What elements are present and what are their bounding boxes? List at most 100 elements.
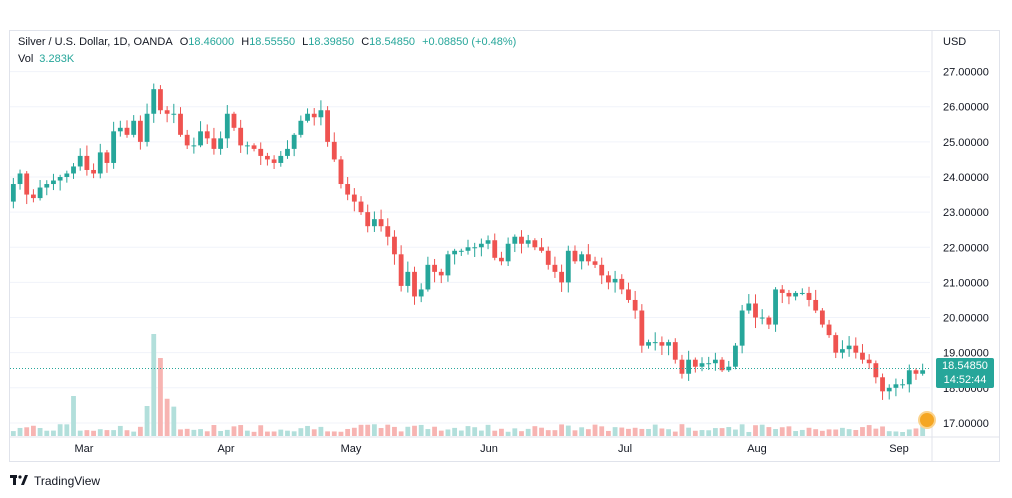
volume-bar <box>331 431 337 436</box>
tradingview-mark-icon <box>10 473 28 488</box>
candle-body <box>539 247 544 251</box>
last-price-tag: 18.54850 14:52:44 <box>936 358 994 388</box>
candle-body <box>813 299 819 311</box>
volume-legend: Vol 3.283K <box>18 53 74 65</box>
volume-bar <box>158 358 163 436</box>
volume-bar <box>819 430 825 436</box>
candle-body <box>505 243 511 262</box>
close-value: 18.54850 <box>369 36 416 48</box>
candle-body <box>452 250 458 255</box>
candle-body <box>853 345 859 353</box>
candle-body <box>585 254 591 262</box>
candle-body <box>97 152 103 174</box>
volume-bar <box>198 429 203 436</box>
candle-body <box>465 247 471 251</box>
volume-bar <box>104 430 110 436</box>
volume-bar <box>646 428 651 436</box>
volume-bar <box>37 428 43 436</box>
goto-realtime-button[interactable] <box>918 411 936 429</box>
candle-body <box>525 240 531 244</box>
month-tick-label: Sep <box>889 443 909 455</box>
candle-body <box>358 201 364 213</box>
volume-bar <box>71 396 76 436</box>
candle-body <box>726 366 732 371</box>
volume-bar <box>291 431 297 436</box>
candle-body <box>211 138 217 149</box>
volume-bar <box>552 430 558 436</box>
candle-body <box>445 254 451 276</box>
candle-body <box>739 310 745 346</box>
volume-bar <box>672 431 678 436</box>
candle-body <box>57 177 63 181</box>
candle-body <box>265 155 270 160</box>
volume-bar <box>472 427 478 436</box>
candle-body <box>104 152 110 163</box>
candle-body <box>44 184 50 188</box>
candle-body <box>171 113 177 115</box>
candle-body <box>164 110 170 114</box>
candle-body <box>285 148 290 156</box>
volume-bar <box>378 428 384 436</box>
candle-body <box>880 377 885 392</box>
candle-body <box>84 155 90 170</box>
candle-body <box>906 370 912 385</box>
candle-body <box>786 292 792 297</box>
candle-body <box>385 226 391 237</box>
candle-body <box>425 264 431 290</box>
candle-body <box>438 271 444 276</box>
volume-bar <box>84 430 90 436</box>
volume-bar <box>793 431 799 436</box>
last-price: 18.54850 <box>942 360 988 372</box>
volume-bar <box>57 424 63 436</box>
candle-body <box>499 257 504 262</box>
volume-bar <box>485 424 491 436</box>
candle-body <box>51 180 56 185</box>
candle-body <box>920 370 926 374</box>
chart-frame <box>9 30 1000 462</box>
volume-bar <box>385 424 391 436</box>
volume-bar <box>893 431 899 436</box>
volume-bar <box>833 429 839 436</box>
price-tick-label: 27.00000 <box>943 67 989 79</box>
volume-bar <box>759 424 765 436</box>
candle-body <box>251 145 257 149</box>
candle-body <box>866 359 872 364</box>
candle-body <box>886 387 892 392</box>
candle-body <box>860 352 865 360</box>
volume-bar <box>445 429 451 436</box>
open-label: O <box>179 36 189 48</box>
volume-label: Vol <box>18 53 34 65</box>
low-value: 18.39850 <box>308 36 355 48</box>
candle-body <box>291 134 297 149</box>
volume-bar <box>51 430 56 436</box>
candle-body <box>24 173 30 195</box>
candle-body <box>218 138 224 149</box>
volume-bar <box>392 426 397 436</box>
low-label: L <box>302 36 309 48</box>
volume-bar <box>733 429 738 436</box>
candle-body <box>351 194 357 202</box>
volume-bar <box>880 426 885 436</box>
candle-body <box>298 120 304 135</box>
candle-body <box>565 250 571 283</box>
candle-body <box>592 261 598 265</box>
volume-bar <box>311 429 317 436</box>
volume-bar <box>405 426 411 436</box>
volume-bar <box>131 431 137 436</box>
volume-bar <box>398 431 404 436</box>
candle-body <box>365 212 371 227</box>
volume-bar <box>826 429 832 436</box>
tradingview-logo[interactable]: TradingView <box>10 473 100 488</box>
volume-bar <box>499 428 504 436</box>
price-tick-label: 20.00000 <box>943 313 989 325</box>
candle-body <box>632 299 638 311</box>
volume-bar <box>44 430 50 436</box>
volume-bar <box>746 431 752 436</box>
volume-bar <box>164 398 170 436</box>
volume-bar <box>639 428 645 436</box>
month-tick-label: Jul <box>618 443 632 455</box>
volume-bar <box>532 426 538 436</box>
month-tick-label: Jun <box>480 443 498 455</box>
volume-bar <box>840 427 845 436</box>
